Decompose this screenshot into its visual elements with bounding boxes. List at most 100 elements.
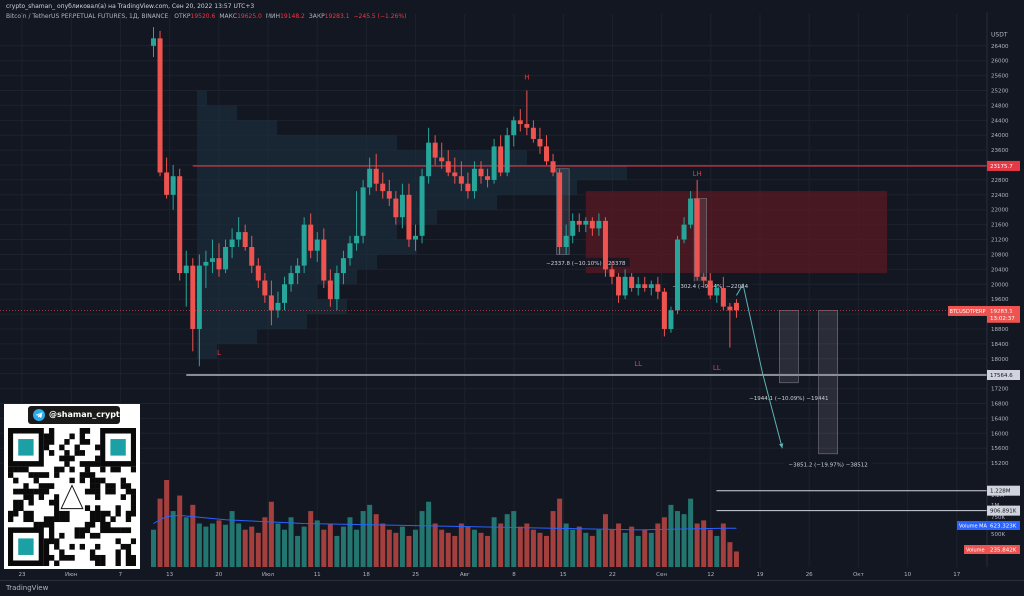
volume-bar [550,511,556,567]
qr-module [28,472,34,478]
time-tick: Сен [656,572,667,578]
volume-bar [596,529,602,567]
candle-body [288,273,294,285]
candle-body [485,176,491,180]
profile-bar [197,194,497,210]
price-tick: 15600 [991,446,1009,452]
candle-body [465,183,471,192]
volume-bar [255,532,261,567]
volume-value: 235.842K [990,548,1017,554]
volume-bar [373,514,379,567]
volume-bar [714,535,720,567]
volume-bar [452,535,458,567]
qr-module [13,488,19,495]
qr-module [69,455,75,462]
qr-module [105,527,111,534]
volume-bar [170,511,176,567]
qr-module [95,483,101,489]
qr-module [79,428,85,434]
candle-body [452,172,458,177]
volume-bar [675,511,680,567]
qr-module [125,483,132,489]
volume-bar [432,523,438,567]
qr-module [89,532,96,539]
volume-ma-name: Volume MA [959,524,987,530]
volume-tick: 1.2M [991,493,1005,499]
volume-bar [707,529,713,567]
qr-module [28,516,34,523]
measure-label: −3851.2 (−19.97%) −38512 [788,463,867,469]
candle-body [707,280,713,296]
volume-bar [491,517,497,567]
measure-label: −1944.1 (−10.09%) −19441 [749,396,828,402]
candle-body [458,176,464,184]
candle-body [655,284,661,292]
time-tick: 19 [757,572,764,578]
qr-module [28,499,34,506]
qr-module [79,477,85,484]
volume-bar [151,529,156,567]
qr-module [120,494,126,500]
qr-module [84,439,91,445]
qr-module [33,488,39,495]
qr-module [13,466,19,473]
candle-body [216,258,222,270]
profile-bar [197,254,377,270]
price-axis[interactable] [987,12,1024,567]
candle-body [262,280,268,296]
qr-module [74,444,80,451]
volume-bar [445,532,451,567]
qr-module [95,494,101,500]
volume-bar [471,529,477,567]
qr-module [130,560,136,566]
telegram-badge[interactable]: @shaman_crypto [28,406,125,424]
qr-module [89,472,96,478]
qr-module [38,488,45,495]
price-chart[interactable]: −2337.8 (−10.10%) −23378−2302.4 (−9.84%)… [0,0,1024,580]
tradingview-logo[interactable]: TradingView [6,584,48,592]
volume-bar [720,523,726,567]
qr-module [130,494,136,500]
price-tick: 16800 [991,401,1009,407]
volume-bar [393,532,399,567]
volume-bar [602,514,608,567]
qr-module [95,461,101,467]
candle-body [393,198,399,218]
candle-body [602,220,608,270]
qr-module [23,483,29,489]
volume-bar [589,535,595,567]
qr-module [130,488,136,495]
qr-module [43,433,50,440]
qr-code[interactable] [8,428,136,566]
qr-module [74,532,80,539]
volume-bar [288,517,294,567]
qr-module [48,521,55,528]
time-tick: 23 [19,572,26,578]
price-tick: 24400 [991,118,1009,124]
qr-module [130,538,136,545]
volume-bar [340,526,346,567]
qr-finder-center [18,439,34,456]
candle-body [504,135,510,173]
volume-bar [301,526,307,567]
telegram-icon [33,409,45,421]
supply-zone [585,191,888,274]
volume-bar [648,532,654,567]
qr-module [130,466,136,473]
volume-bar [177,495,183,567]
qr-module [115,466,121,473]
qr-module [48,554,55,561]
measure-label-bg [745,393,833,403]
qr-module [95,554,101,561]
price-tick: 19600 [991,297,1009,303]
qr-module [18,505,24,511]
qr-module [110,488,116,495]
qr-module [18,499,24,506]
candle-body [314,239,320,251]
qr-module [64,510,70,517]
time-tick: 10 [904,572,911,578]
candle-body [249,247,255,266]
last-tag: 19283.1 [990,309,1013,315]
qr-module [13,505,19,511]
volume-bar [655,523,661,567]
